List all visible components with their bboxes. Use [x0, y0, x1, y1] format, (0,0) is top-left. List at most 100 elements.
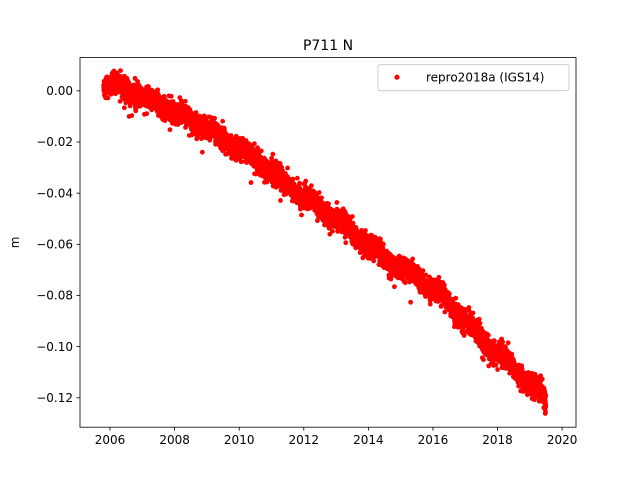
y-tick-label: −0.02: [36, 135, 73, 149]
data-point: [461, 333, 467, 338]
data-point: [326, 201, 331, 207]
data-point: [543, 402, 549, 408]
data-point: [427, 301, 433, 307]
data-point: [146, 84, 151, 90]
data-point: [481, 357, 486, 363]
data-point: [297, 180, 302, 186]
y-tick-label: −0.06: [36, 238, 73, 252]
data-point: [470, 315, 475, 321]
data-point: [238, 159, 244, 165]
data-point: [240, 135, 246, 141]
data-point: [127, 101, 133, 107]
data-point: [500, 339, 506, 345]
data-point: [285, 165, 290, 171]
x-tick-label: 2008: [159, 433, 190, 447]
data-point: [233, 157, 239, 163]
data-point: [270, 151, 276, 157]
data-point: [436, 274, 442, 280]
data-point: [453, 295, 459, 301]
data-point: [121, 105, 127, 111]
data-point: [335, 226, 341, 232]
data-point: [294, 175, 300, 181]
data-point: [359, 228, 365, 233]
data-point: [290, 176, 296, 182]
legend-box: [377, 64, 570, 92]
data-point: [334, 200, 340, 205]
data-point: [135, 79, 141, 84]
data-points: [101, 68, 549, 416]
data-point: [408, 299, 414, 305]
data-point: [244, 160, 250, 166]
data-point: [388, 276, 394, 282]
data-point: [108, 91, 114, 97]
y-tick-label: −0.12: [36, 391, 73, 405]
x-tick-label: 2018: [482, 433, 513, 447]
y-tick-label: −0.10: [36, 340, 73, 354]
data-point: [470, 310, 476, 316]
legend: repro2018a (IGS14): [377, 64, 570, 92]
data-point: [118, 68, 123, 74]
data-point: [349, 214, 355, 219]
axes-frame: [79, 57, 577, 428]
data-point: [543, 409, 548, 415]
data-point: [380, 241, 386, 247]
data-point: [273, 158, 279, 164]
data-point: [248, 180, 254, 185]
data-point: [543, 393, 549, 399]
data-point: [485, 332, 491, 338]
data-point: [299, 212, 304, 218]
data-point: [132, 75, 138, 81]
data-point: [402, 280, 408, 286]
data-point: [377, 236, 383, 242]
data-point: [420, 268, 426, 274]
data-point: [392, 284, 397, 290]
data-point: [278, 198, 283, 203]
data-point: [442, 309, 448, 315]
data-point: [129, 113, 135, 118]
data-point: [144, 111, 150, 117]
plot-area: [80, 57, 576, 428]
data-point: [410, 256, 416, 262]
data-point: [168, 93, 174, 99]
y-tick-label: 0.00: [46, 84, 73, 98]
data-point: [303, 178, 309, 184]
data-point: [495, 367, 501, 372]
data-point: [319, 195, 324, 201]
data-point: [446, 291, 452, 297]
data-point: [350, 220, 356, 226]
x-axis-ticks: 2006 2008 2010 2012 2014 2016 2018 2020: [95, 427, 577, 447]
data-point: [316, 190, 322, 195]
legend-label: repro2018a (IGS14): [426, 71, 544, 85]
data-point: [117, 98, 123, 104]
data-point: [539, 376, 545, 382]
y-axis-ticks: 0.00 −0.02 −0.04 −0.06 −0.08 −0.10 −0.12: [36, 84, 80, 405]
data-point: [505, 340, 511, 346]
data-point: [441, 282, 447, 288]
data-point: [105, 95, 111, 101]
data-point: [155, 87, 161, 93]
x-tick-label: 2016: [418, 433, 449, 447]
data-point: [363, 228, 368, 233]
data-point: [228, 133, 234, 138]
data-point: [193, 110, 199, 115]
data-point: [503, 344, 508, 350]
data-point: [252, 141, 257, 147]
data-point: [182, 98, 188, 104]
data-point: [315, 218, 320, 224]
data-point: [493, 362, 499, 368]
data-point: [380, 245, 386, 251]
x-tick-label: 2014: [353, 433, 384, 447]
x-tick-label: 2010: [224, 433, 255, 447]
chart-title: P711 N: [303, 38, 353, 54]
legend-marker: [394, 74, 400, 80]
data-point: [258, 154, 264, 160]
data-point: [212, 115, 218, 121]
data-point: [519, 366, 525, 372]
data-point: [133, 108, 139, 114]
x-tick-label: 2012: [289, 433, 320, 447]
data-point: [258, 148, 264, 154]
data-point: [477, 320, 483, 326]
data-point: [199, 149, 205, 155]
